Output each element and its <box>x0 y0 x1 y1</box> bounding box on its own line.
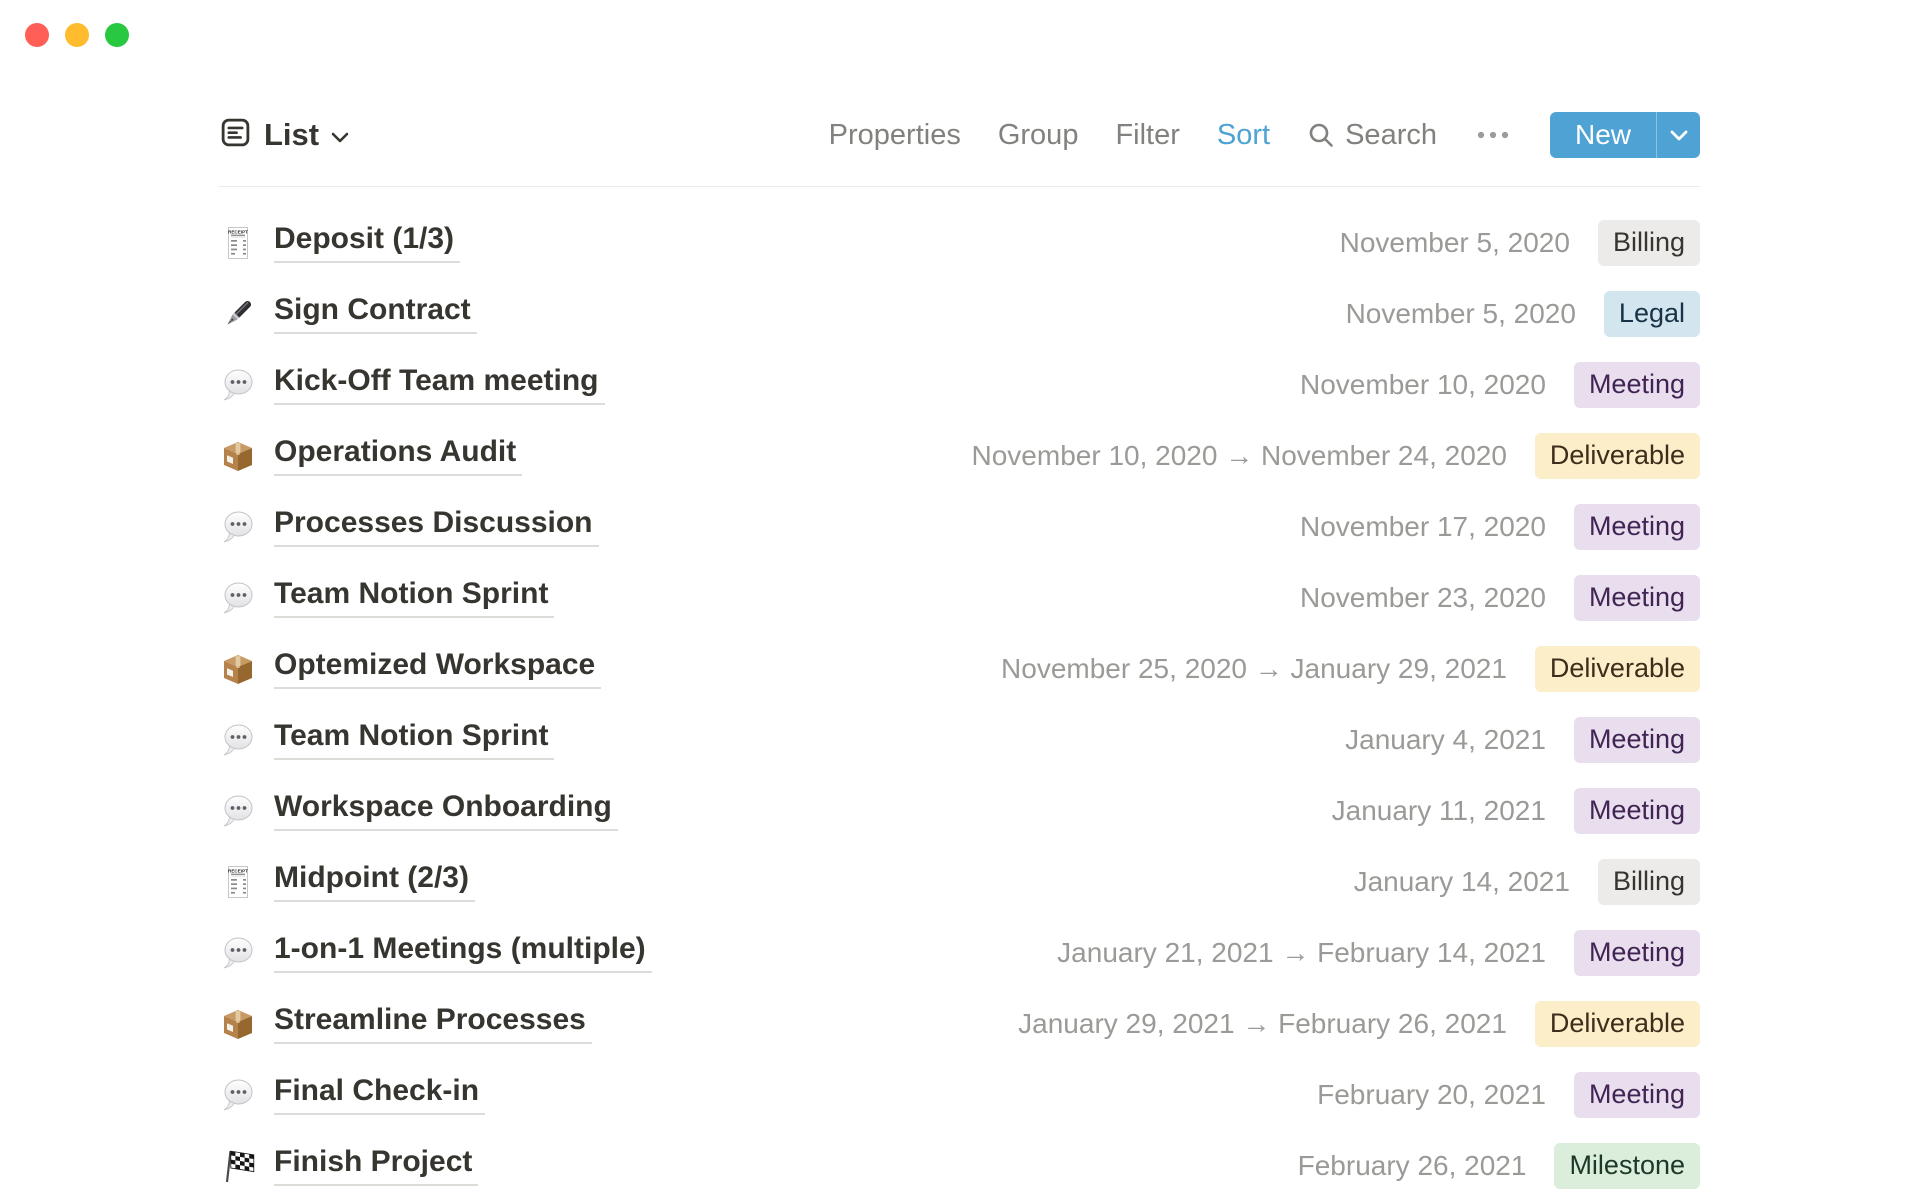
package-icon <box>219 437 257 475</box>
item-date: January 4, 2021 <box>1345 723 1546 755</box>
item-title[interactable]: Operations Audit <box>274 435 523 476</box>
list-item[interactable]: Workspace Onboarding January 11, 2021 Me… <box>219 775 1700 846</box>
list-item[interactable]: RECEIPT Midpoint (2/3) January 14, 2021 … <box>219 846 1700 917</box>
package-icon <box>219 1005 257 1043</box>
item-tag[interactable]: Billing <box>1597 858 1700 905</box>
search-label: Search <box>1345 118 1437 151</box>
item-title[interactable]: Final Check-in <box>274 1074 486 1115</box>
pen-icon <box>219 295 257 333</box>
item-title[interactable]: Team Notion Sprint <box>274 577 555 618</box>
item-tag[interactable]: Meeting <box>1573 503 1700 550</box>
item-date: November 5, 2020 <box>1345 297 1576 329</box>
list-item[interactable]: Sign Contract November 5, 2020 Legal <box>219 278 1700 349</box>
zoom-button[interactable] <box>105 23 129 47</box>
item-tag[interactable]: Meeting <box>1573 574 1700 621</box>
list-item[interactable]: Operations Audit November 10, 2020 → Nov… <box>219 420 1700 491</box>
item-title[interactable]: Midpoint (2/3) <box>274 861 475 902</box>
package-icon <box>219 650 257 688</box>
view-name-label: List <box>264 117 320 152</box>
list-item[interactable]: RECEIPT Deposit (1/3) November 5, 2020 B… <box>219 207 1700 278</box>
list-item[interactable]: Processes Discussion November 17, 2020 M… <box>219 491 1700 562</box>
chevron-down-icon <box>1670 130 1687 140</box>
item-date: November 17, 2020 <box>1300 510 1546 542</box>
speech-icon <box>219 792 257 830</box>
new-button-label[interactable]: New <box>1549 112 1656 158</box>
speech-icon <box>219 366 257 404</box>
receipt-icon: RECEIPT <box>219 224 257 262</box>
toolbar-divider <box>219 186 1700 187</box>
item-tag[interactable]: Meeting <box>1573 929 1700 976</box>
view-switcher[interactable]: List <box>219 116 349 154</box>
item-title[interactable]: Streamline Processes <box>274 1003 592 1044</box>
item-date: November 10, 2020 → November 24, 2020 <box>971 439 1507 471</box>
item-date: February 20, 2021 <box>1317 1078 1546 1110</box>
list-item[interactable]: Finish Project February 26, 2021 Milesto… <box>219 1130 1700 1200</box>
item-date: January 14, 2021 <box>1353 865 1570 897</box>
item-date: February 26, 2021 <box>1297 1149 1527 1181</box>
item-tag[interactable]: Legal <box>1603 290 1700 337</box>
list-item[interactable]: Final Check-in February 20, 2021 Meeting <box>219 1059 1700 1130</box>
window-controls <box>25 23 129 47</box>
item-date: November 10, 2020 <box>1300 368 1546 400</box>
minimize-button[interactable] <box>65 23 89 47</box>
item-title[interactable]: 1-on-1 Meetings (multiple) <box>274 932 652 973</box>
list-item[interactable]: Team Notion Sprint January 4, 2021 Meeti… <box>219 704 1700 775</box>
view-toolbar: List Properties Group Filter Sort Search <box>219 105 1700 165</box>
item-date: November 25, 2020 → January 29, 2021 <box>1001 652 1507 684</box>
item-tag[interactable]: Milestone <box>1554 1142 1700 1189</box>
item-title[interactable]: Sign Contract <box>274 293 477 334</box>
item-title[interactable]: Team Notion Sprint <box>274 719 555 760</box>
more-options-button[interactable] <box>1474 126 1512 144</box>
list-item[interactable]: 1-on-1 Meetings (multiple) January 21, 2… <box>219 917 1700 988</box>
new-button[interactable]: New <box>1549 112 1700 158</box>
item-tag[interactable]: Billing <box>1597 219 1700 266</box>
list-item[interactable]: Team Notion Sprint November 23, 2020 Mee… <box>219 562 1700 633</box>
item-date: November 23, 2020 <box>1300 581 1546 613</box>
item-tag[interactable]: Deliverable <box>1534 1000 1700 1047</box>
search-icon <box>1309 123 1333 147</box>
item-tag[interactable]: Deliverable <box>1534 432 1700 479</box>
speech-icon <box>219 721 257 759</box>
toolbar-item-sort[interactable]: Sort <box>1216 118 1271 151</box>
list-view-icon <box>219 116 252 154</box>
close-button[interactable] <box>25 23 49 47</box>
item-title[interactable]: Optemized Workspace <box>274 648 602 689</box>
item-title[interactable]: Processes Discussion <box>274 506 599 547</box>
item-title[interactable]: Deposit (1/3) <box>274 222 461 263</box>
flag-icon <box>219 1147 257 1185</box>
item-date: January 21, 2021 → February 14, 2021 <box>1057 936 1546 968</box>
search-button[interactable]: Search <box>1307 119 1437 152</box>
item-list: RECEIPT Deposit (1/3) November 5, 2020 B… <box>219 207 1700 1200</box>
item-tag[interactable]: Meeting <box>1573 716 1700 763</box>
receipt-icon: RECEIPT <box>219 863 257 901</box>
item-tag[interactable]: Meeting <box>1573 361 1700 408</box>
list-item[interactable]: Streamline Processes January 29, 2021 → … <box>219 988 1700 1059</box>
toolbar-item-filter[interactable]: Filter <box>1115 118 1180 151</box>
database-view: List Properties Group Filter Sort Search <box>219 105 1700 1200</box>
speech-icon <box>219 508 257 546</box>
toolbar-menu: Properties Group Filter Sort Search N <box>829 112 1700 158</box>
item-tag[interactable]: Meeting <box>1573 1071 1700 1118</box>
svg-text:RECEIPT: RECEIPT <box>228 868 248 873</box>
speech-icon <box>219 579 257 617</box>
item-date: January 11, 2021 <box>1331 794 1546 826</box>
ellipsis-icon <box>1477 131 1509 139</box>
toolbar-item-group[interactable]: Group <box>997 118 1079 151</box>
chevron-down-icon <box>331 132 349 142</box>
speech-icon <box>219 1076 257 1114</box>
item-tag[interactable]: Deliverable <box>1534 645 1700 692</box>
svg-text:RECEIPT: RECEIPT <box>228 229 248 234</box>
list-item[interactable]: Optemized Workspace November 25, 2020 → … <box>219 633 1700 704</box>
item-title[interactable]: Finish Project <box>274 1145 479 1186</box>
item-title[interactable]: Workspace Onboarding <box>274 790 618 831</box>
new-button-dropdown[interactable] <box>1656 112 1700 158</box>
item-date: January 29, 2021 → February 26, 2021 <box>1018 1007 1507 1039</box>
item-title[interactable]: Kick-Off Team meeting <box>274 364 605 405</box>
list-item[interactable]: Kick-Off Team meeting November 10, 2020 … <box>219 349 1700 420</box>
item-tag[interactable]: Meeting <box>1573 787 1700 834</box>
item-date: November 5, 2020 <box>1339 226 1570 258</box>
toolbar-item-properties[interactable]: Properties <box>828 118 961 151</box>
speech-icon <box>219 934 257 972</box>
